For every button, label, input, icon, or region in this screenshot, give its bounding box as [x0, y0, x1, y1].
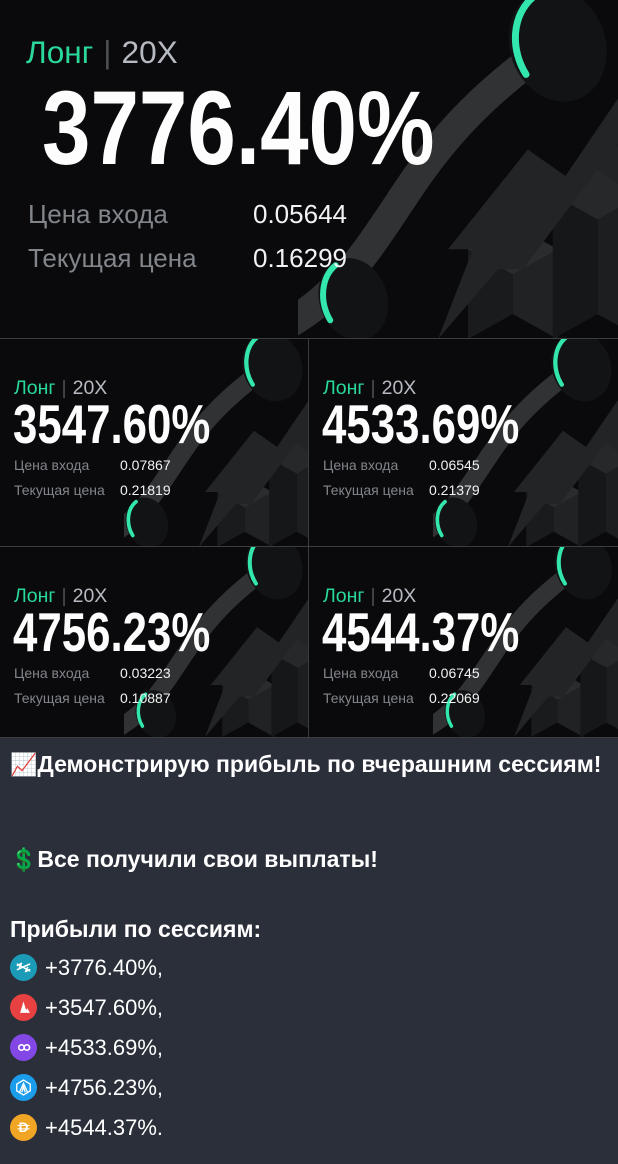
svg-text:D: D	[19, 1120, 29, 1135]
